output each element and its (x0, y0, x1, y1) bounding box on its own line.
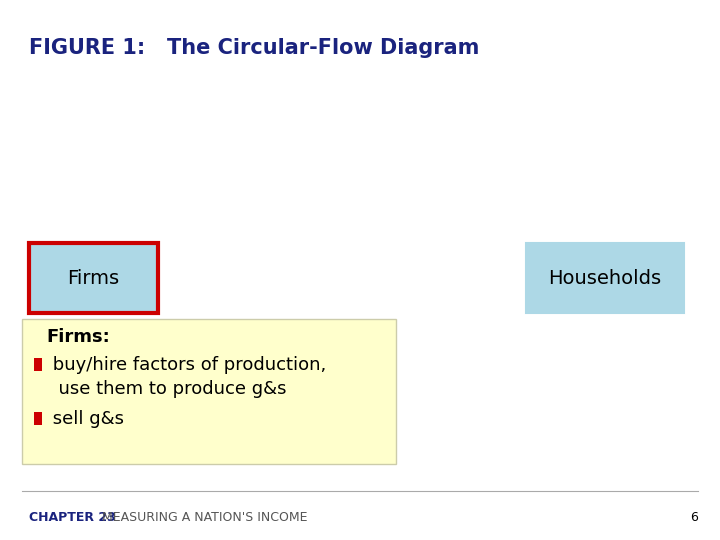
FancyBboxPatch shape (526, 243, 684, 313)
FancyBboxPatch shape (34, 412, 42, 425)
Text: sell g&s: sell g&s (47, 409, 124, 428)
Text: CHAPTER 23: CHAPTER 23 (29, 511, 115, 524)
FancyBboxPatch shape (34, 358, 42, 371)
Text: 6: 6 (690, 511, 698, 524)
Text: Firms:: Firms: (47, 328, 111, 347)
Text: use them to produce g&s: use them to produce g&s (47, 380, 287, 398)
Text: buy/hire factors of production,: buy/hire factors of production, (47, 355, 326, 374)
Text: Households: Households (548, 268, 662, 288)
Text: MEASURING A NATION'S INCOME: MEASURING A NATION'S INCOME (90, 511, 307, 524)
Text: Firms: Firms (68, 268, 120, 288)
Text: FIGURE 1:   The Circular-Flow Diagram: FIGURE 1: The Circular-Flow Diagram (29, 38, 480, 58)
FancyBboxPatch shape (29, 243, 158, 313)
FancyBboxPatch shape (22, 319, 396, 464)
